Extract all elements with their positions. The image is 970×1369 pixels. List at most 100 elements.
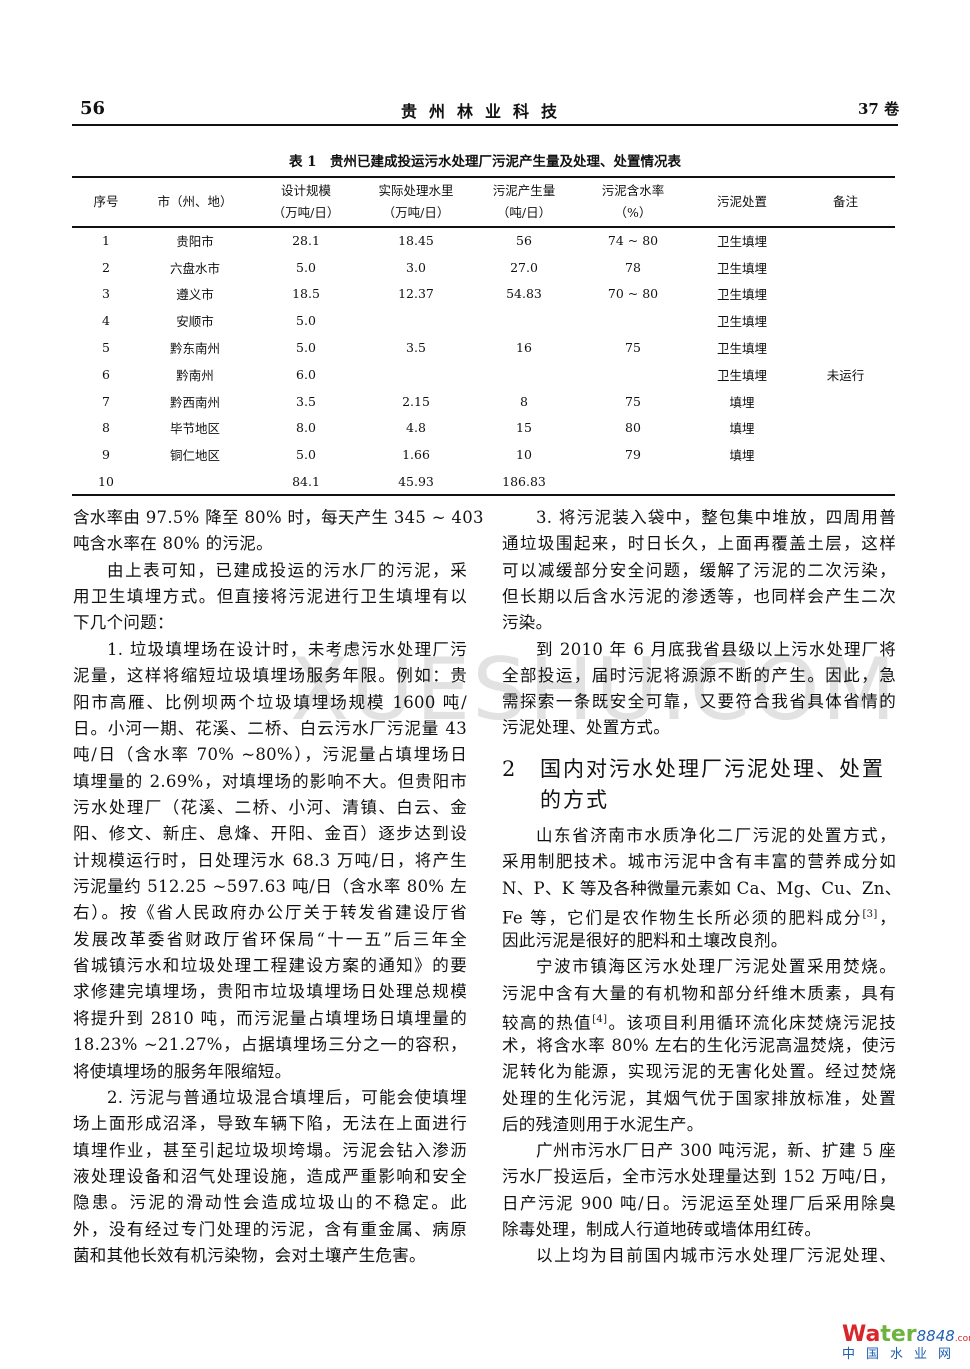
table-cell <box>362 307 470 334</box>
table-cell: 安顺市 <box>176 314 214 330</box>
text-line-content: 污染。 <box>502 613 553 633</box>
text-line: 山东省济南市水质净化二厂污泥的处置方式， <box>502 826 896 848</box>
text-line: 填埋作业，甚至引起垃圾坝垮塌。污泥会钻入渗沥 <box>73 1141 467 1163</box>
text-line: 液处理设备和沼气处理设施，造成严重影响和安全 <box>73 1167 467 1189</box>
table-cell: 75 <box>625 340 641 356</box>
table-row: 1 贵阳市 28.1 18.45 56 74 ~ 80 卫生填埋 <box>72 227 895 254</box>
table-cell <box>578 468 688 495</box>
text-line: 污泥中含有大量的有机物和部分纤维木质素，具有 <box>502 984 896 1006</box>
text-line-content: 填埋作业，甚至引起垃圾坝垮塌。污泥会钻入渗沥 <box>73 1140 467 1160</box>
text-line: 污泥量约 512.25 ~597.63 吨/日（含水率 80% 左 <box>73 877 467 899</box>
table-cell: 7 <box>102 393 110 409</box>
table-cell: 8.0 <box>296 420 316 436</box>
table-cell <box>796 281 895 308</box>
text-line: 发展改革委省财政厅省环保局“十一五”后三年全 <box>73 930 467 952</box>
table-cell: 3.0 <box>406 259 426 275</box>
text-line: 1. 垃圾填埋场在设计时，未考虑污水处理厂污 <box>73 640 467 662</box>
table-cell: 六盘水市 <box>169 260 220 276</box>
table-cell: 卫生填埋 <box>716 260 767 276</box>
text-line: 泥量，这样将缩短垃圾填埋场服务年限。例如：贵 <box>73 666 467 688</box>
table-cell <box>688 468 796 495</box>
table-cell: 6.0 <box>296 366 316 382</box>
table-cell: 未运行 <box>826 367 865 383</box>
table-cell: 3.5 <box>406 340 426 356</box>
text-line-content: 求修建完填埋场，贵阳市垃圾填埋场日处理总规模 <box>73 982 467 1002</box>
table-row: 3 遵义市 18.5 12.37 54.83 70 ~ 80 卫生填埋 <box>72 281 895 308</box>
text-line: 术，将含水率 80% 左右的生化污泥高温焚烧，使污 <box>502 1036 896 1058</box>
text-line: 到 2010 年 6 月底我省县级以上污水处理厂将 <box>502 640 896 662</box>
text-line: 右）。按《省人民政府办公厅关于转发省建设厅省 <box>73 903 467 925</box>
header-rule <box>72 124 898 126</box>
text-line: 处理的生化污泥，其烟气优于国家排放标准，处置 <box>502 1089 896 1111</box>
text-line-content: 但长期以后含水污泥的渗透等，也同样会产生二次 <box>502 586 896 606</box>
table-cell: 卫生填埋 <box>716 287 767 303</box>
column-header: 序号 <box>72 177 140 227</box>
text-line-content: 山东省济南市水质净化二厂污泥的处置方式， <box>536 826 896 845</box>
watermark: XUESHU.COM <box>290 640 898 740</box>
column-header: 设计规模 （万吨/日） <box>250 177 362 227</box>
text-line-content: 1. 垃圾填埋场在设计时，未考虑污水处理厂污 <box>107 639 467 659</box>
text-line-continuation: 。该项目利用循环流化床焚烧污泥技 <box>607 1013 896 1033</box>
table-cell: 5 <box>102 340 110 356</box>
text-line-content: 术，将含水率 80% 左右的生化污泥高温焚烧，使污 <box>502 1036 896 1055</box>
table-cell <box>796 254 895 281</box>
table-cell: 28.1 <box>292 233 320 249</box>
table-cell: 6 <box>102 366 110 382</box>
text-line-content: 将提升到 2810 吨，而污泥量占填埋场日填埋量的 <box>73 1008 467 1028</box>
text-line-content: 广州市污水厂日产 300 吨污泥，新、扩建 5 座 <box>536 1141 896 1160</box>
table-cell <box>796 468 895 495</box>
text-line: 阳市高雁、比例坝两个垃圾填埋场规模 1600 吨/ <box>73 693 467 715</box>
table-cell <box>470 307 578 334</box>
text-line-content: 阳、修文、新庄、息烽、开阳、金百）逐步达到设 <box>73 824 467 844</box>
text-line-content: 通垃圾围起来，时日长久，上面再覆盖土层，这样 <box>502 534 896 554</box>
text-line: 将使填埋场的服务年限缩短。 <box>73 1062 467 1084</box>
column-header-line1: 污泥含水率 <box>601 183 665 198</box>
text-line: 计规模运行时，日处理污水 68.3 万吨/日，将产生 <box>73 851 467 873</box>
logo-chinese: 中国水业网 <box>842 1347 963 1362</box>
text-line-content: 因此污泥是很好的肥料和土壤改良剂。 <box>502 931 788 950</box>
text-line: 求修建完填埋场，贵阳市垃圾填埋场日处理总规模 <box>73 982 467 1004</box>
table-cell: 贵阳市 <box>176 234 214 250</box>
table-cell: 10 <box>516 447 532 463</box>
page-number: 56 <box>80 98 106 119</box>
text-line-content: 发展改革委省财政厅省环保局“十一五”后三年全 <box>73 929 467 949</box>
text-line: 将提升到 2810 吨，而污泥量占填埋场日填埋量的 <box>73 1009 467 1031</box>
text-line-content: 阳市高雁、比例坝两个垃圾填埋场规模 1600 吨/ <box>73 692 467 712</box>
text-line-content: 吨含水率在 80% 的污泥。 <box>73 534 273 554</box>
table-cell: 铜仁地区 <box>169 448 220 464</box>
table-cell: 56 <box>516 233 532 249</box>
text-line: 阳、修文、新庄、息烽、开阳、金百）逐步达到设 <box>73 824 467 846</box>
text-line-content: 右）。按《省人民政府办公厅关于转发省建设厅省 <box>73 903 467 923</box>
column-header-line1: 序号 <box>93 194 119 209</box>
table-row: 5 黔东南州 5.0 3.5 16 75 卫生填埋 <box>72 334 895 361</box>
table-body: 1 贵阳市 28.1 18.45 56 74 ~ 80 卫生填埋 2 六盘水市 5.0 3.0 27.… <box>72 227 895 495</box>
text-line: 下几个问题： <box>73 613 467 635</box>
column-header: 备注 <box>796 177 895 227</box>
logo-ter: ter <box>880 1322 917 1347</box>
table-cell: 75 <box>625 393 641 409</box>
text-line: 吨/日（含水率 70% ~80%），污泥量占填埋场日 <box>73 745 467 767</box>
table-cell: 毕节地区 <box>169 421 220 437</box>
text-line: 日产污泥 900 吨/日。污泥运至处理厂后采用除臭 <box>502 1194 896 1216</box>
text-line: 以上均为目前国内城市污水处理厂污泥处理、 <box>502 1246 896 1268</box>
table-cell: 填埋 <box>729 394 755 410</box>
column-header-line1: 实际处理水里 <box>378 183 454 198</box>
text-line: 用卫生填埋方式。但直接将污泥进行卫生填埋有以 <box>73 587 467 609</box>
table-cell: 12.37 <box>398 286 434 302</box>
text-line: 采用制肥技术。城市污泥中含有丰富的营养成分如 <box>502 852 896 874</box>
section-title-line1: 国内对污水处理厂污泥处理、处置 <box>540 757 885 781</box>
text-line-content: 处理的生化污泥，其烟气优于国家排放标准，处置 <box>502 1088 896 1108</box>
text-line: 污泥处理、处置方式。 <box>502 718 896 740</box>
text-line-content: 宁波市镇海区污水处理厂污泥处置采用焚烧。 <box>536 957 896 977</box>
text-line: 较高的热值[4]。该项目利用循环流化床焚烧污泥技 <box>502 1010 896 1032</box>
table-cell: 3.5 <box>296 393 316 409</box>
text-line-content: 采用制肥技术。城市污泥中含有丰富的营养成分如 <box>502 852 896 872</box>
text-line: 污染。 <box>502 613 896 635</box>
text-line: 省城镇污水和垃圾处理工程建设方案的通知》的要 <box>73 956 467 978</box>
text-line: 填埋量的 2.69%，对填埋场的影响不大。但贵阳市 <box>73 772 467 794</box>
table-cell: 4 <box>102 313 110 329</box>
text-line-content: 日产污泥 900 吨/日。污泥运至处理厂后采用除臭 <box>502 1193 896 1213</box>
table-cell: 1 <box>102 233 110 249</box>
text-line-content: 日。小河一期、花溪、二桥、白云污水厂污泥量 43 <box>73 718 467 738</box>
column-header: 污泥含水率 （%） <box>578 177 688 227</box>
